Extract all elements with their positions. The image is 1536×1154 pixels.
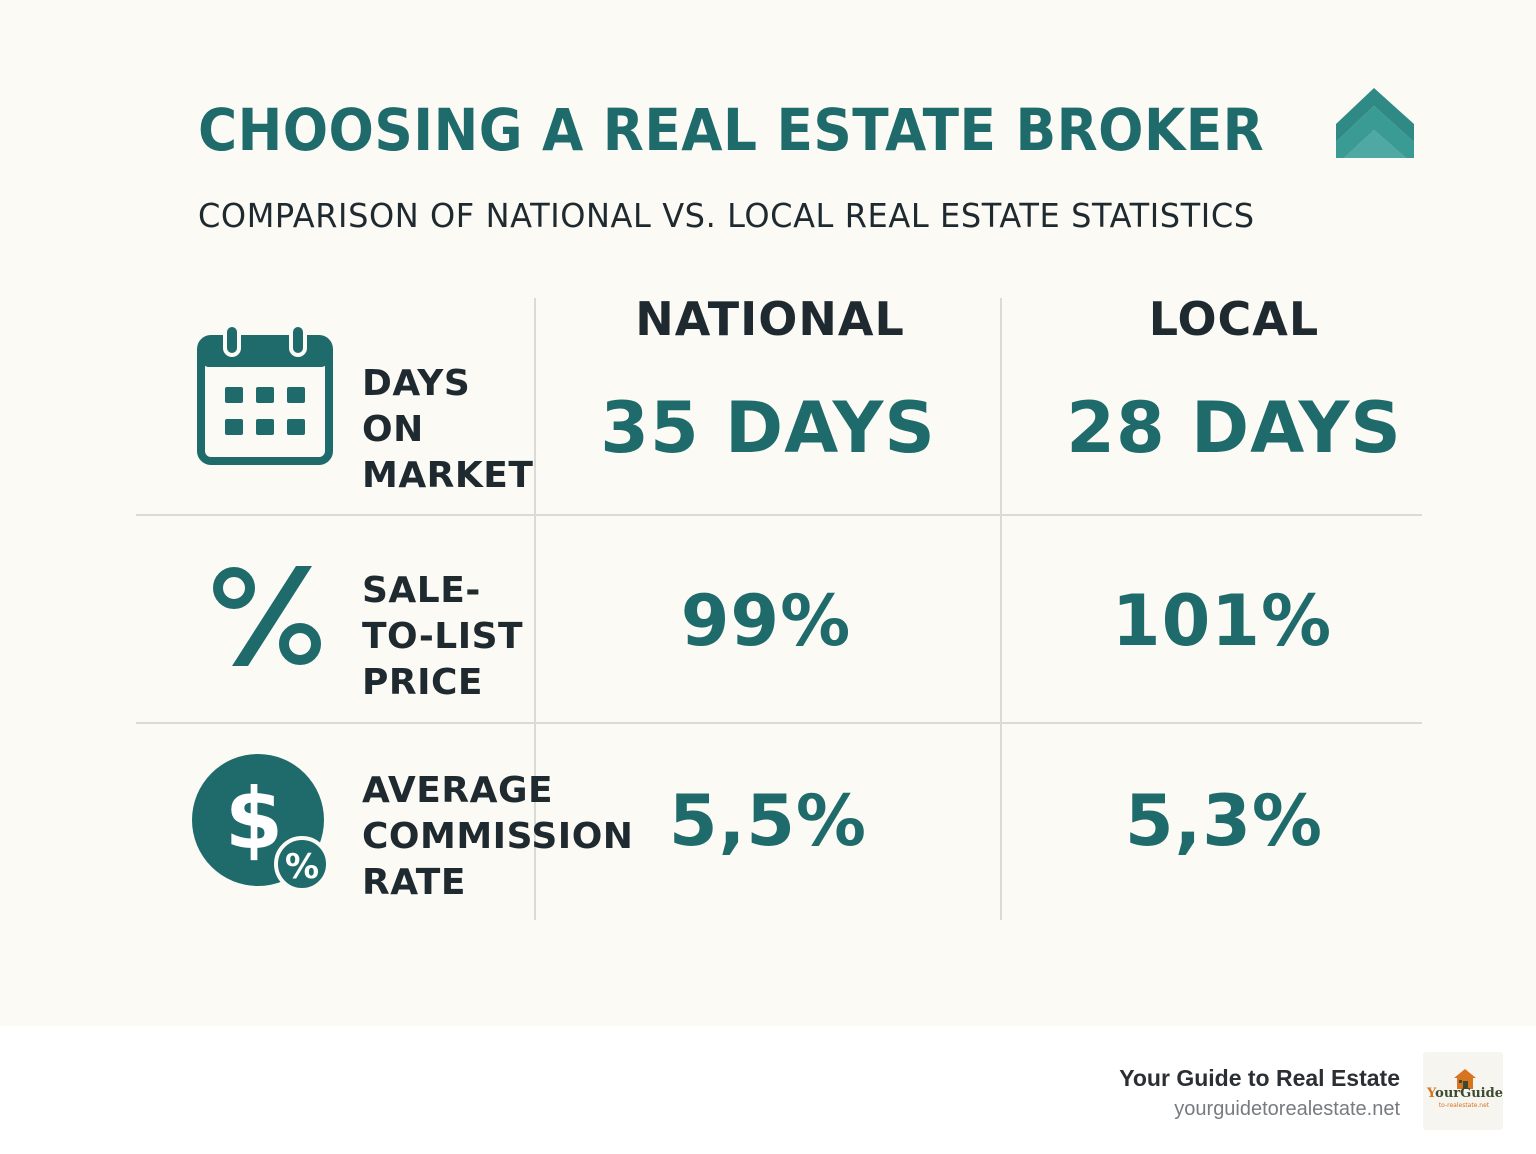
dollar-percent-icon: $ %	[192, 754, 330, 890]
column-header-national: NATIONAL	[635, 292, 905, 346]
label-line: RATE	[362, 862, 466, 903]
footer-logo-subtext: to-realestate.net	[1438, 1102, 1490, 1109]
footer-brand: Your Guide to Real Estate yourguidetorea…	[1119, 1063, 1400, 1125]
metric-label-days-on-market: DAYS ON MARKET	[362, 361, 533, 499]
house-icon	[1454, 1069, 1476, 1089]
footer-logo-word: ourGuide	[1435, 1086, 1503, 1101]
label-line: AVERAGE	[362, 770, 554, 811]
national-days-on-market: 35 DAYS	[600, 387, 936, 469]
svg-text:%: %	[285, 847, 319, 887]
metric-label-sale-to-list-price: SALE- TO-LIST PRICE	[362, 568, 523, 706]
subtitle: COMPARISON OF NATIONAL VS. LOCAL REAL ES…	[198, 196, 1255, 235]
label-line: DAYS	[362, 363, 471, 404]
svg-text:$: $	[225, 770, 283, 868]
label-line: ON	[362, 409, 424, 450]
national-sale-to-list-price: 99%	[680, 580, 852, 662]
footer-logo-text: YourGuide	[1427, 1086, 1503, 1101]
label-line: TO-LIST	[362, 616, 524, 657]
footer-logo: YourGuide to-realestate.net	[1423, 1052, 1503, 1130]
row-divider	[136, 514, 1422, 516]
label-line: MARKET	[362, 455, 534, 496]
footer-url[interactable]: yourguidetorealestate.net	[1174, 1098, 1400, 1120]
calendar-icon	[197, 325, 333, 465]
label-line: PRICE	[362, 662, 484, 703]
page-title: CHOOSING A REAL ESTATE BROKER	[198, 96, 1265, 164]
house-roof-icon	[1336, 88, 1414, 158]
metric-label-average-commission-rate: AVERAGE COMMISSION RATE	[362, 768, 633, 906]
national-average-commission-rate: 5,5%	[668, 780, 868, 862]
label-line: SALE-	[362, 570, 481, 611]
label-line: COMMISSION	[362, 816, 634, 857]
footer-logo-letter: Y	[1427, 1086, 1436, 1101]
column-divider	[534, 298, 536, 920]
local-days-on-market: 28 DAYS	[1066, 387, 1402, 469]
infographic-panel: CHOOSING A REAL ESTATE BROKER COMPARISON…	[0, 0, 1536, 1026]
footer-brand-name: Your Guide to Real Estate	[1119, 1065, 1400, 1091]
row-divider	[136, 722, 1422, 724]
local-sale-to-list-price: 101%	[1111, 580, 1333, 662]
local-average-commission-rate: 5,3%	[1124, 780, 1324, 862]
column-header-local: LOCAL	[1148, 292, 1320, 346]
percent-icon	[213, 566, 321, 666]
column-divider	[1000, 298, 1002, 920]
